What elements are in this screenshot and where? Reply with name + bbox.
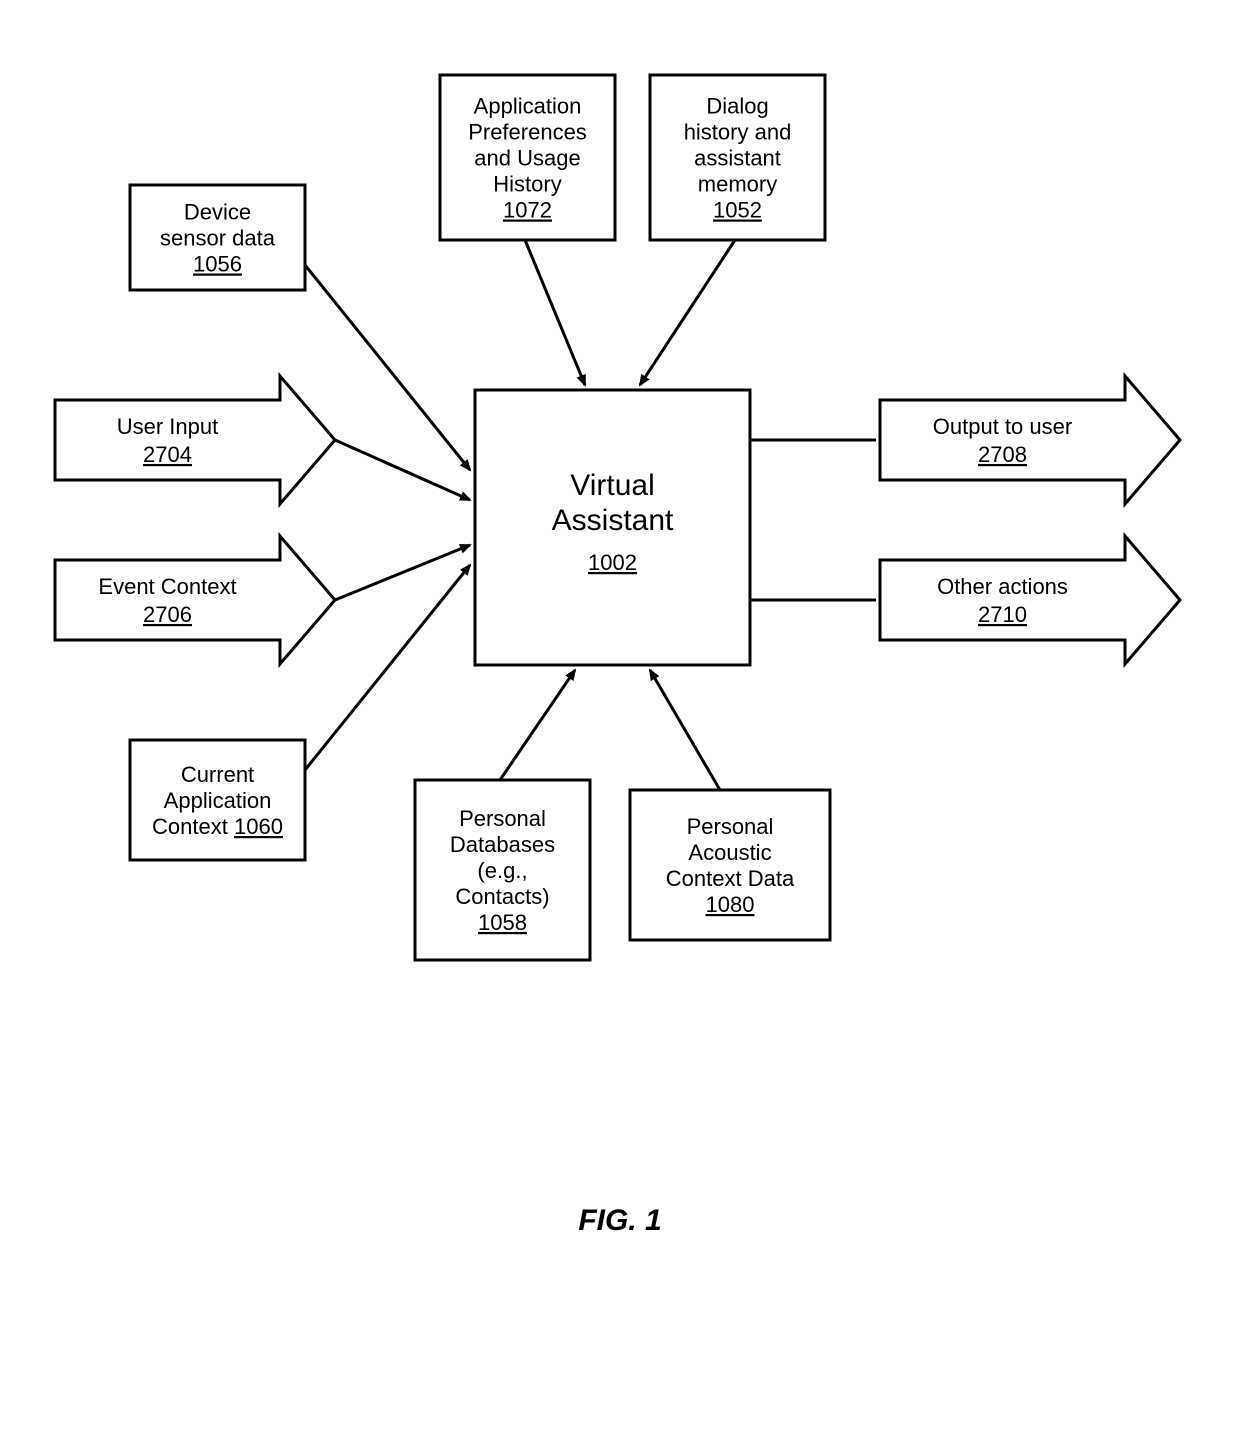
current-app-box-line0: Current — [181, 762, 254, 787]
other-actions-arrow — [880, 536, 1180, 664]
connector-arrow — [650, 670, 720, 790]
acoustic-context-box — [630, 790, 830, 940]
user-input-arrow-label: User Input — [117, 414, 219, 439]
device-sensor-box-ref: 1056 — [193, 252, 242, 277]
output-user-arrow-label: Output to user — [933, 414, 1072, 439]
dialog-history-box-line1: history and — [684, 120, 792, 145]
connector-arrow — [640, 240, 735, 385]
app-prefs-box-line2: and Usage — [474, 146, 580, 171]
personal-db-box-line2: (e.g., — [477, 858, 527, 883]
app-prefs-box-line3: History — [493, 172, 561, 197]
other-actions-arrow-ref: 2710 — [978, 602, 1027, 627]
dialog-history-box-line0: Dialog — [706, 94, 768, 119]
virtual-assistant-title1: Virtual — [570, 469, 655, 502]
figure-caption: FIG. 1 — [578, 1204, 661, 1237]
virtual-assistant-ref: 1002 — [588, 550, 637, 575]
app-prefs-box-line1: Preferences — [468, 120, 587, 145]
personal-db-box-line1: Databases — [450, 832, 555, 857]
other-actions-arrow-label: Other actions — [937, 574, 1068, 599]
acoustic-context-box-line0: Personal — [687, 814, 774, 839]
dialog-history-box-line3: memory — [698, 172, 777, 197]
output-user-arrow — [880, 376, 1180, 504]
personal-db-box-line0: Personal — [459, 806, 546, 831]
connector-arrow — [525, 240, 585, 385]
app-prefs-box-line0: Application — [474, 94, 582, 119]
virtual-assistant-title2: Assistant — [552, 504, 674, 537]
current-app-box-line2: Context 1060 — [152, 814, 283, 839]
acoustic-context-box-line1: Acoustic — [688, 840, 771, 865]
virtual-assistant-diagram: VirtualAssistant1002ApplicationPreferenc… — [0, 0, 1240, 1446]
acoustic-context-box-line2: Context Data — [666, 866, 795, 891]
device-sensor-box-line0: Device — [184, 200, 251, 225]
output-user-arrow-ref: 2708 — [978, 442, 1027, 467]
user-input-arrow-ref: 2704 — [143, 442, 192, 467]
user-input-arrow — [55, 376, 335, 504]
acoustic-context-box-ref: 1080 — [706, 892, 755, 917]
personal-db-box-line3: Contacts) — [455, 884, 549, 909]
connector-arrow — [500, 670, 575, 780]
connector-arrow — [335, 440, 470, 500]
personal-db-box-ref: 1058 — [478, 910, 527, 935]
event-context-arrow-ref: 2706 — [143, 602, 192, 627]
dialog-history-box-ref: 1052 — [713, 198, 762, 223]
event-context-arrow-label: Event Context — [98, 574, 236, 599]
device-sensor-box-line1: sensor data — [160, 226, 276, 251]
current-app-box-line1: Application — [164, 788, 272, 813]
event-context-arrow — [55, 536, 335, 664]
app-prefs-box-ref: 1072 — [503, 198, 552, 223]
dialog-history-box-line2: assistant — [694, 146, 781, 171]
